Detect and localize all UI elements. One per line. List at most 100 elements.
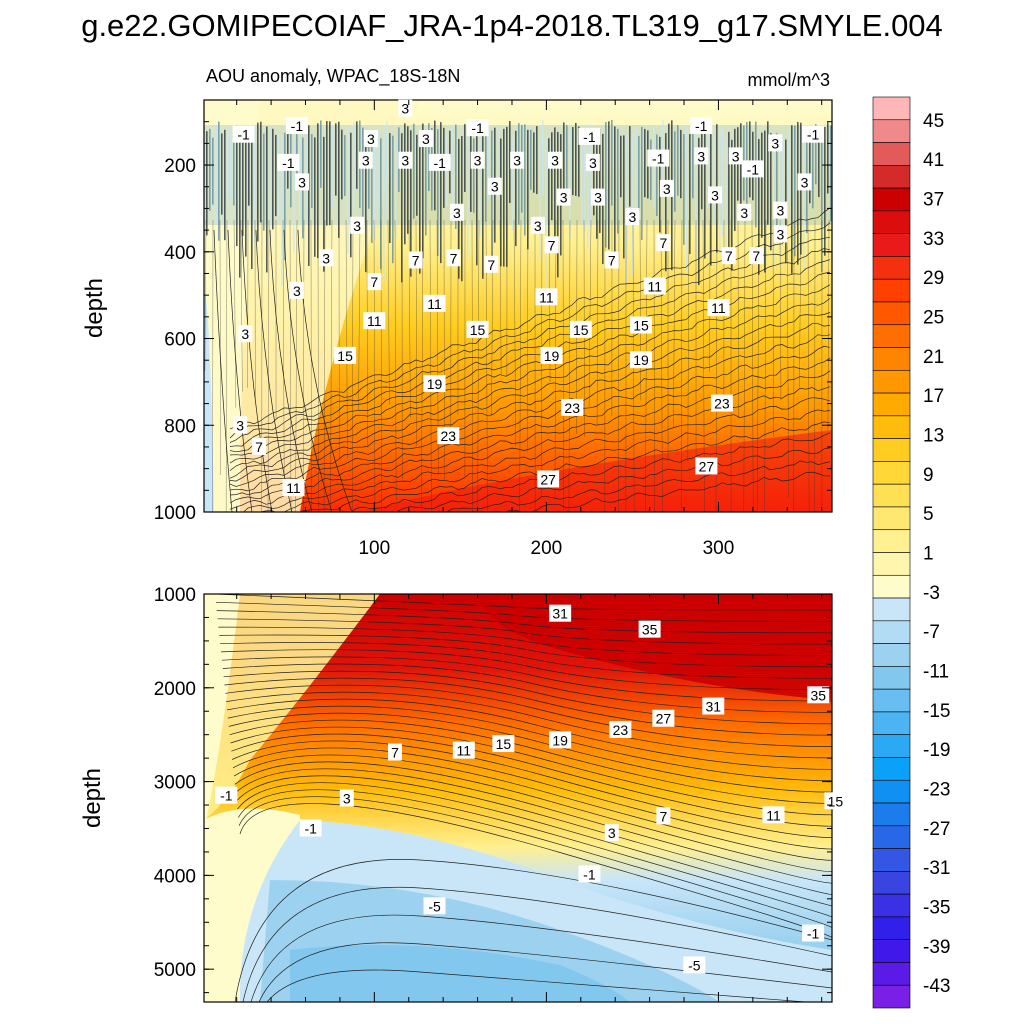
- y-tick-label: 4000: [154, 866, 196, 887]
- svg-text:11: 11: [648, 278, 663, 294]
- contour-label: 7: [721, 247, 736, 265]
- contour-label: 3: [604, 824, 619, 842]
- svg-text:11: 11: [427, 296, 442, 312]
- contour-label: -1: [215, 786, 238, 804]
- colorbar-swatch: [872, 643, 911, 667]
- bottom-axes: 1000 2000 3000 4000 5000: [154, 585, 832, 1002]
- svg-text:-1: -1: [807, 127, 820, 143]
- colorbar-swatch: [872, 825, 911, 849]
- colorbar-swatch: [872, 142, 911, 166]
- colorbar-swatch: [872, 392, 911, 417]
- y-tick-label: 1000: [154, 585, 196, 606]
- colorbar-swatch: [872, 871, 911, 895]
- colorbar-swatch: [872, 893, 911, 918]
- contour-label: 3: [350, 216, 365, 234]
- contour-label: 7: [367, 273, 382, 291]
- svg-text:3: 3: [740, 205, 748, 221]
- colorbar-label: -31: [923, 858, 950, 879]
- svg-text:3: 3: [367, 131, 375, 147]
- contour-label: 11: [423, 294, 446, 312]
- contour-label: 3: [797, 173, 812, 191]
- svg-text:3: 3: [422, 131, 430, 147]
- colorbar-swatch: [872, 529, 911, 553]
- colorbar-swatch: [872, 574, 911, 599]
- colorbar-label: 41: [923, 150, 944, 171]
- svg-text:7: 7: [391, 745, 399, 761]
- contour-label: 3: [768, 134, 783, 152]
- y-tick-label: 600: [164, 330, 196, 351]
- contour-label: 15: [569, 320, 592, 338]
- svg-text:3: 3: [241, 326, 249, 342]
- contour-label: 3: [530, 216, 545, 234]
- svg-text:19: 19: [427, 376, 443, 392]
- svg-text:3: 3: [322, 250, 330, 266]
- contour-label: 15: [824, 792, 847, 810]
- contour-label: -1: [647, 149, 670, 167]
- colorbar-label: 17: [923, 386, 944, 407]
- svg-text:11: 11: [367, 313, 382, 329]
- contour-label: -1: [466, 119, 489, 137]
- contour-label: 7: [387, 743, 402, 761]
- colorbar-label: 29: [923, 268, 944, 289]
- contour-label: 3: [547, 151, 562, 169]
- colorbar-swatch: [872, 324, 911, 348]
- colorbar-label: -35: [923, 898, 950, 919]
- svg-text:3: 3: [513, 153, 521, 169]
- contour-label: 19: [549, 731, 572, 749]
- colorbar-label: 1: [923, 544, 934, 565]
- colorbar-swatch: [872, 119, 911, 143]
- contour-label: 19: [540, 346, 563, 364]
- figure-title: g.e22.GOMIPECOIAF_JRA-1p4-2018.TL319_g17…: [81, 8, 943, 43]
- y-tick-label: 2000: [154, 679, 196, 700]
- colorbar-label: 33: [923, 229, 944, 250]
- bottom-ylabel: depth: [79, 768, 106, 828]
- svg-text:-1: -1: [433, 155, 446, 171]
- colorbar-swatch: [872, 369, 911, 394]
- colorbar-swatch: [872, 438, 911, 462]
- contour-label: 15: [334, 346, 357, 364]
- contour-label: 23: [710, 394, 733, 412]
- svg-text:-1: -1: [652, 151, 665, 167]
- contour-label: -1: [802, 125, 825, 143]
- colorbar-swatch: [872, 779, 911, 804]
- svg-text:15: 15: [470, 322, 486, 338]
- contour-label: 3: [773, 225, 788, 243]
- top-subtitle-right: mmol/m^3: [748, 70, 830, 90]
- contour-label: 7: [252, 437, 267, 455]
- svg-text:-1: -1: [807, 926, 820, 942]
- svg-text:7: 7: [370, 274, 378, 290]
- svg-text:27: 27: [540, 471, 556, 487]
- contour-label: 11: [707, 299, 730, 317]
- svg-text:-1: -1: [583, 866, 596, 882]
- colorbar-swatch: [872, 802, 911, 827]
- colorbar-swatch: [872, 688, 911, 713]
- colorbar-label: -19: [923, 740, 950, 761]
- colorbar-swatch: [872, 962, 911, 986]
- colorbar-label: -23: [923, 780, 950, 801]
- svg-text:3: 3: [732, 148, 740, 164]
- contour-label: 7: [749, 247, 764, 265]
- y-tick-label: 400: [164, 243, 196, 264]
- contour-label: 27: [695, 457, 718, 475]
- svg-text:23: 23: [613, 722, 629, 738]
- contour-label: 31: [549, 604, 572, 622]
- contour-label: 19: [630, 351, 653, 369]
- contour-label: 35: [807, 686, 830, 704]
- contour-label: 3: [339, 789, 354, 807]
- contour-label: 3: [773, 201, 788, 219]
- svg-text:11: 11: [286, 480, 301, 496]
- svg-text:11: 11: [539, 289, 554, 305]
- y-tick-label: 5000: [154, 960, 196, 981]
- contour-label: 3: [625, 208, 640, 226]
- contour-label: 15: [466, 320, 489, 338]
- contour-label: 7: [446, 249, 461, 267]
- svg-text:3: 3: [711, 187, 719, 203]
- svg-text:31: 31: [552, 606, 568, 622]
- contour-label: 7: [656, 234, 671, 252]
- colorbar-label: -11: [923, 662, 949, 683]
- contour-label: 3: [591, 188, 606, 206]
- colorbar-label: 45: [923, 111, 944, 132]
- colorbar-label: 13: [923, 425, 944, 446]
- bottom-contour-lines: [214, 594, 832, 1002]
